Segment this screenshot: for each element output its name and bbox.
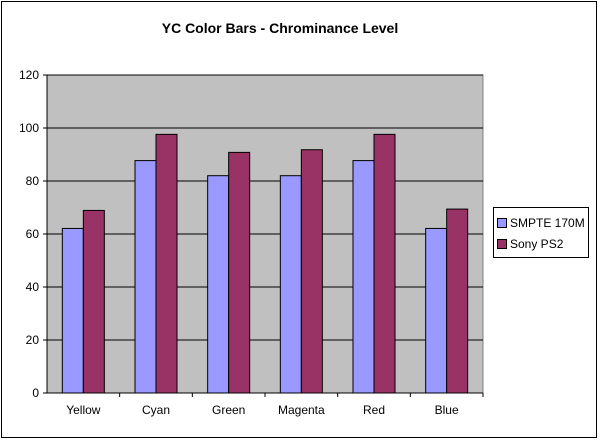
bar-smpte-170m-red [352, 160, 375, 394]
y-tick-label: 0 [32, 386, 39, 400]
bar-smpte-170m-magenta [279, 175, 302, 394]
legend-swatch [497, 217, 507, 228]
y-tick-label: 120 [19, 68, 39, 82]
x-tick-label: Magenta [278, 403, 325, 417]
x-tick-label: Cyan [142, 403, 170, 417]
legend-item-smpte: SMPTE 170M [497, 212, 585, 233]
y-tick-label: 20 [26, 333, 40, 347]
x-tick-label: Green [212, 403, 245, 417]
x-tick-label: Yellow [66, 403, 101, 417]
x-tick-label: Blue [435, 403, 459, 417]
bar-smpte-170m-blue [425, 227, 448, 394]
y-tick-label: 40 [26, 280, 40, 294]
y-tick-label: 60 [26, 227, 40, 241]
bar-sony-ps2-blue [446, 208, 469, 394]
bar-sony-ps2-yellow [82, 209, 105, 394]
y-tick-label: 100 [19, 121, 39, 135]
legend-item-sony: Sony PS2 [497, 233, 585, 254]
bar-smpte-170m-yellow [61, 227, 84, 394]
legend-label: SMPTE 170M [510, 215, 585, 230]
bar-sony-ps2-red [373, 133, 396, 394]
bar-sony-ps2-magenta [300, 149, 323, 394]
x-tick-label: Red [363, 403, 385, 417]
y-tick-label: 80 [26, 174, 40, 188]
bar-smpte-170m-green [207, 175, 230, 394]
bar-smpte-170m-cyan [134, 160, 157, 394]
bar-sony-ps2-cyan [155, 133, 178, 394]
legend: SMPTE 170M Sony PS2 [493, 207, 589, 258]
legend-label: Sony PS2 [510, 236, 564, 251]
legend-swatch [497, 238, 507, 249]
bar-sony-ps2-green [228, 151, 251, 394]
chart-title: YC Color Bars - Chrominance Level [161, 20, 399, 36]
